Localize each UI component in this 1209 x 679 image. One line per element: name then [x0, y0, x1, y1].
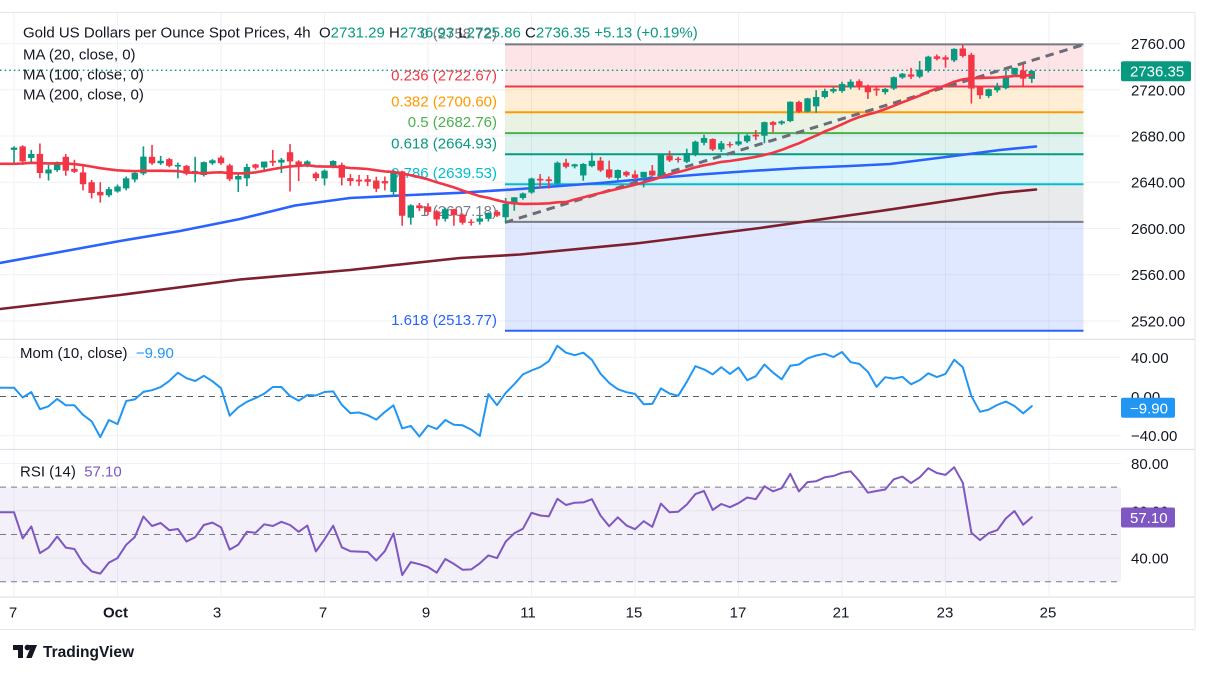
svg-text:2736.35: 2736.35 — [1130, 64, 1184, 81]
svg-text:RSI (14) 57.10: RSI (14) 57.10 — [20, 464, 122, 481]
svg-text:40.00: 40.00 — [1131, 551, 1169, 568]
svg-text:Gold US Dollars per Ounce Spot: Gold US Dollars per Ounce Spot Prices, 4… — [23, 25, 698, 42]
svg-text:1.618 (2513.77): 1.618 (2513.77) — [391, 312, 497, 329]
svg-text:MA (100, close, 0): MA (100, close, 0) — [23, 67, 144, 84]
svg-text:MA (200, close, 0): MA (200, close, 0) — [23, 87, 144, 104]
svg-text:Mom (10, close) −9.90: Mom (10, close) −9.90 — [20, 345, 174, 362]
svg-text:0 (2758.72): 0 (2758.72) — [420, 25, 497, 42]
svg-text:0.236 (2722.67): 0.236 (2722.67) — [391, 68, 497, 85]
svg-text:0.618 (2664.93): 0.618 (2664.93) — [391, 135, 497, 152]
svg-text:Oct: Oct — [103, 605, 128, 622]
svg-text:15: 15 — [626, 605, 643, 622]
svg-text:23: 23 — [937, 605, 954, 622]
svg-text:40.00: 40.00 — [1131, 350, 1169, 367]
svg-text:−9.90: −9.90 — [1130, 400, 1168, 417]
svg-text:17: 17 — [730, 605, 747, 622]
svg-text:2600.00: 2600.00 — [1131, 221, 1185, 238]
svg-text:−40.00: −40.00 — [1131, 428, 1177, 445]
svg-text:2640.00: 2640.00 — [1131, 175, 1185, 192]
svg-text:9: 9 — [422, 605, 430, 622]
svg-text:2560.00: 2560.00 — [1131, 267, 1185, 284]
svg-text:80.00: 80.00 — [1131, 456, 1169, 473]
svg-text:11: 11 — [520, 605, 536, 622]
svg-text:7: 7 — [319, 605, 327, 622]
svg-text:2680.00: 2680.00 — [1131, 129, 1185, 146]
svg-text:57.10: 57.10 — [1130, 510, 1168, 527]
svg-text:2760.00: 2760.00 — [1131, 36, 1185, 53]
svg-text:0.382 (2700.60): 0.382 (2700.60) — [391, 93, 497, 110]
svg-text:25: 25 — [1040, 605, 1057, 622]
svg-text:7: 7 — [9, 605, 17, 622]
svg-text:MA (20, close, 0): MA (20, close, 0) — [23, 47, 136, 64]
svg-text:0.5 (2682.76): 0.5 (2682.76) — [408, 114, 497, 131]
svg-text:3: 3 — [213, 605, 221, 622]
svg-text:2520.00: 2520.00 — [1131, 313, 1185, 330]
svg-text:2720.00: 2720.00 — [1131, 82, 1185, 99]
svg-text:21: 21 — [833, 605, 850, 622]
svg-text:TradingView: TradingView — [43, 644, 135, 661]
